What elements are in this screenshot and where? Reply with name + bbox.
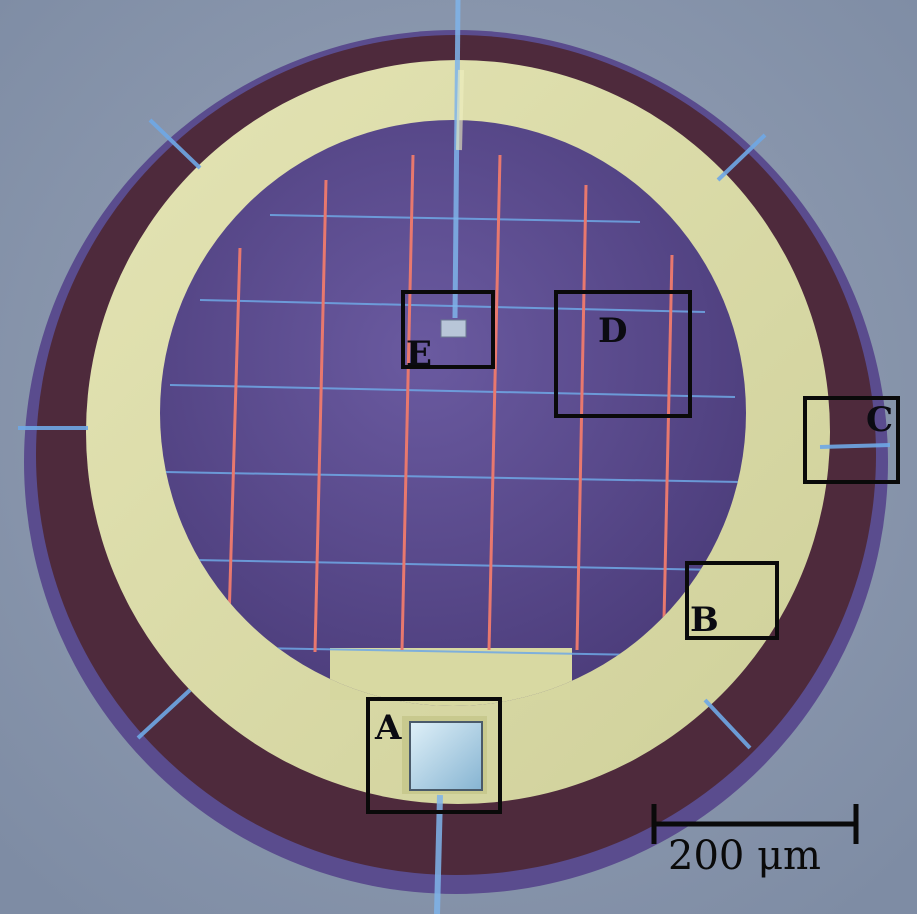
scale-bar-label: 200 μm xyxy=(668,833,821,879)
top-trace xyxy=(452,0,461,319)
alignment-marks xyxy=(18,118,891,750)
roi-box-d xyxy=(554,290,692,418)
roi-box-e xyxy=(401,290,495,369)
roi-box-a xyxy=(366,697,502,814)
scale-bar xyxy=(651,804,859,844)
bottom-contact-pad xyxy=(402,716,487,794)
detector-area xyxy=(160,120,746,706)
roi-label-d: D xyxy=(598,311,628,351)
roi-label-b: B xyxy=(690,600,719,640)
roi-label-e: E xyxy=(406,334,432,374)
bottom-trace xyxy=(434,794,443,914)
roi-label-a: A xyxy=(375,708,402,748)
small-contact-pad xyxy=(440,319,467,338)
roi-box-c xyxy=(803,396,900,484)
roi-box-b xyxy=(685,561,779,640)
roi-label-c: C xyxy=(866,400,894,440)
